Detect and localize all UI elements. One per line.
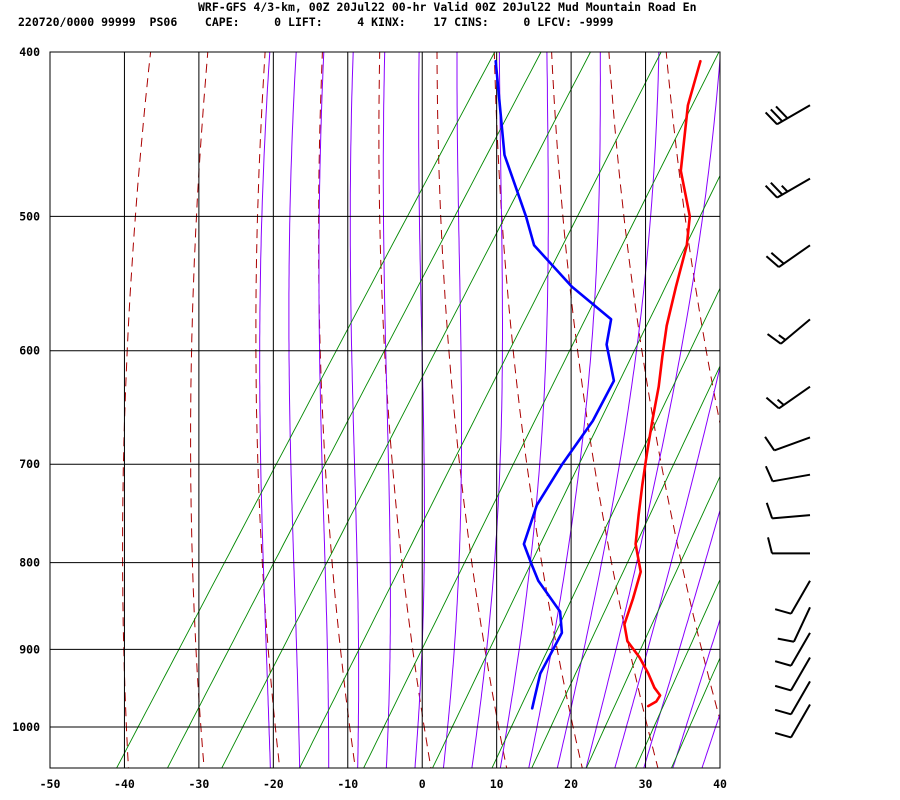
mixing-ratio-line	[491, 287, 720, 768]
grid	[50, 52, 720, 768]
moist-adiabat-line	[259, 52, 271, 768]
x-tick-label: 0	[419, 777, 426, 791]
y-tick-label: 900	[19, 642, 40, 656]
wind-barb	[765, 244, 811, 268]
x-tick-label: 30	[639, 777, 653, 791]
dry-adiabat-line	[318, 52, 356, 768]
mixing-ratio-line	[670, 656, 720, 768]
x-tick-label: 40	[713, 777, 727, 791]
dry-adiabat-line	[122, 52, 152, 768]
wind-barb	[774, 704, 811, 739]
dry-adiabat-line	[864, 0, 900, 797]
wind-barb	[766, 318, 811, 345]
temperature-profile-line	[623, 59, 702, 708]
tick-labels: -50 -40 -30 -20 -10 0 10 20 30 40 400 500 600 700 800 9…	[12, 45, 727, 791]
wind-barb	[774, 657, 811, 692]
mixing-ratio-line	[299, 52, 662, 768]
y-tick-label: 500	[19, 209, 40, 223]
wind-barb	[774, 680, 811, 716]
moist-adiabat-line	[643, 508, 720, 768]
y-tick-label: 600	[19, 344, 40, 358]
dry-adiabat-line	[436, 52, 508, 768]
mixing-ratio-line	[432, 174, 720, 768]
dewpoint-profile-line	[494, 59, 616, 710]
x-tick-label: 10	[490, 777, 504, 791]
x-tick-label: -30	[188, 777, 209, 791]
sounding-indices: 220720/0000 99999 PS06 CAPE: 0 LIFT: 4 K…	[18, 15, 614, 29]
x-tick-label: -20	[263, 777, 284, 791]
y-tick-label: 1000	[12, 720, 40, 734]
y-tick-label: 700	[19, 457, 40, 471]
dry-adiabat-line	[190, 52, 209, 768]
chart-title: WRF-GFS 4/3-km, 00Z 20Jul22 00-hr Valid …	[198, 0, 697, 14]
mixing-ratio-line	[585, 475, 720, 768]
dry-adiabat-line	[665, 52, 720, 426]
wind-barb	[774, 632, 811, 667]
wind-barb	[764, 436, 811, 452]
wind-barb	[774, 580, 811, 615]
y-tick-label: 400	[19, 45, 40, 59]
series-lines	[494, 59, 702, 710]
moist-adiabat-line	[349, 52, 360, 768]
dry-adiabat-line	[608, 52, 720, 722]
moist-adiabat-line	[288, 52, 301, 768]
x-tick-label: -40	[114, 777, 135, 791]
moist-adiabats	[259, 0, 900, 797]
y-tick-label: 800	[19, 556, 40, 570]
x-tick-label: -50	[40, 777, 61, 791]
mixing-ratio-line	[116, 52, 496, 768]
moist-adiabat-line	[382, 52, 391, 768]
wind-barb	[764, 177, 811, 199]
wind-barb	[764, 104, 811, 126]
moist-adiabat-line	[701, 712, 720, 768]
mixing-ratio-line	[635, 578, 720, 768]
x-tick-label: 20	[564, 777, 578, 791]
moist-adiabat-line	[585, 52, 720, 768]
wind-barb	[767, 537, 810, 555]
dry-adiabat-line	[378, 52, 432, 768]
x-tick-label: -10	[337, 777, 358, 791]
dry-adiabat-line	[493, 52, 583, 768]
wind-barb	[765, 502, 811, 520]
wind-barb	[765, 385, 811, 410]
wind-barb	[777, 606, 811, 643]
plot-frame	[49, 51, 721, 769]
wind-barbs	[764, 104, 811, 739]
dry-adiabat-line	[811, 0, 900, 797]
moist-adiabat-line	[414, 52, 425, 768]
moist-adiabat-line	[672, 617, 720, 768]
wind-barb	[764, 465, 811, 483]
dry-adiabat-line	[551, 52, 659, 768]
moist-adiabat-line	[721, 0, 900, 797]
dry-adiabat-line	[706, 0, 895, 797]
